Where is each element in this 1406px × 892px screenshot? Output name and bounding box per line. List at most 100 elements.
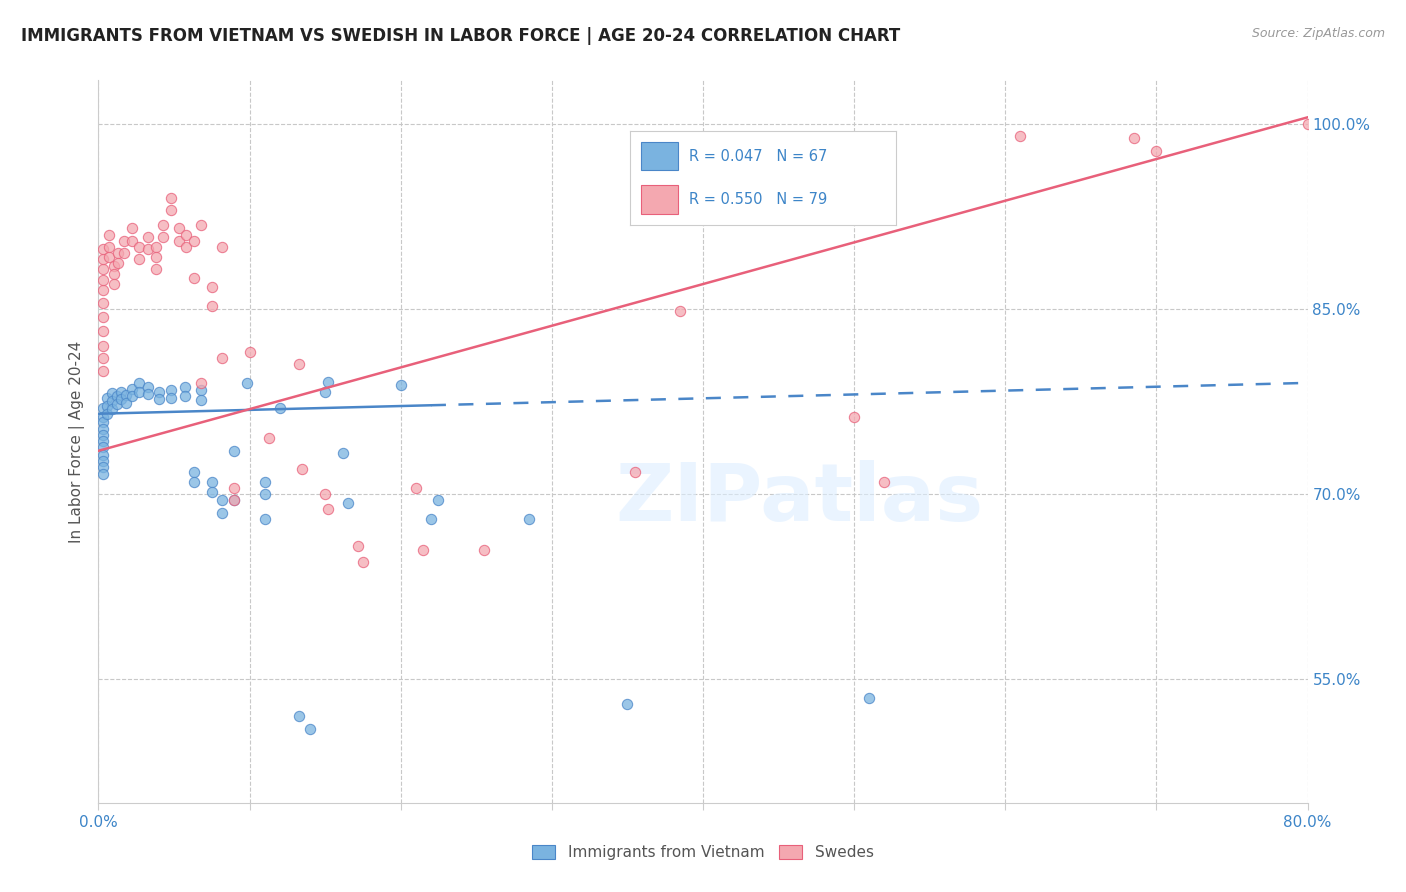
Point (103, 259, 125, 273)
Point (112, 234, 135, 248)
Point (160, 384, 183, 398)
Point (420, 512, 443, 526)
Point (91, 434, 114, 448)
Point (173, 389, 195, 403)
Point (299, 722, 322, 736)
Point (91, 243, 114, 257)
Point (167, 234, 190, 248)
Point (389, 378, 412, 392)
Point (167, 221, 190, 235)
Point (128, 384, 150, 399)
Point (183, 271, 205, 285)
Point (160, 202, 183, 217)
Point (288, 709, 311, 723)
Point (472, 542, 495, 557)
Point (91, 421, 114, 435)
Point (136, 379, 159, 393)
Text: ZIPatlas: ZIPatlas (616, 460, 984, 539)
Point (91, 416, 114, 430)
Point (101, 394, 124, 409)
Point (183, 465, 205, 479)
Point (412, 542, 434, 557)
Point (91, 401, 114, 415)
Point (98, 250, 121, 264)
Point (91, 427, 114, 442)
Point (91, 363, 114, 377)
Point (224, 443, 246, 458)
Point (136, 243, 159, 257)
Point (1144, 144, 1167, 158)
Point (103, 267, 125, 281)
Point (91, 310, 114, 325)
Point (160, 391, 183, 405)
Point (96, 391, 118, 405)
Point (152, 218, 174, 232)
Text: IMMIGRANTS FROM VIETNAM VS SWEDISH IN LABOR FORCE | AGE 20-24 CORRELATION CHART: IMMIGRANTS FROM VIETNAM VS SWEDISH IN LA… (21, 27, 900, 45)
Point (190, 218, 212, 232)
Point (352, 555, 374, 569)
Point (291, 462, 314, 476)
Point (121, 382, 143, 396)
Point (253, 487, 276, 501)
Point (669, 304, 692, 318)
Point (844, 410, 866, 425)
Legend: Immigrants from Vietnam, Swedes: Immigrants from Vietnam, Swedes (533, 845, 873, 860)
Point (91, 283, 114, 297)
Point (1010, 128, 1032, 143)
Point (316, 375, 339, 389)
Point (105, 397, 128, 411)
Point (257, 432, 280, 446)
Point (160, 191, 183, 205)
Point (517, 512, 540, 526)
Point (145, 250, 167, 264)
Point (427, 493, 450, 508)
Point (121, 221, 143, 235)
Point (1122, 131, 1144, 145)
Point (152, 230, 174, 244)
Point (211, 240, 233, 254)
Point (107, 246, 129, 260)
Point (103, 277, 125, 291)
Point (173, 379, 195, 393)
Point (269, 401, 291, 415)
Point (136, 230, 159, 244)
Point (112, 246, 135, 260)
Point (145, 240, 167, 254)
Point (98, 240, 121, 254)
Point (201, 299, 224, 313)
Point (145, 262, 167, 277)
Point (1296, 116, 1319, 130)
Point (190, 393, 212, 408)
Point (121, 389, 143, 403)
Point (174, 240, 197, 254)
Point (253, 475, 276, 489)
Point (332, 446, 354, 460)
Point (101, 385, 124, 400)
Point (121, 234, 143, 248)
Point (224, 481, 246, 495)
Point (91, 459, 114, 474)
Point (91, 252, 114, 267)
Point (114, 388, 136, 402)
Point (288, 357, 311, 371)
Point (211, 351, 233, 366)
Y-axis label: In Labor Force | Age 20-24: In Labor Force | Age 20-24 (69, 341, 84, 542)
Point (183, 234, 205, 248)
Point (190, 384, 212, 398)
Point (91, 448, 114, 462)
Point (91, 295, 114, 310)
Point (314, 384, 336, 399)
Point (128, 252, 150, 267)
Point (148, 384, 170, 399)
Point (105, 389, 128, 403)
Point (107, 256, 129, 270)
Point (336, 496, 359, 510)
Point (253, 512, 276, 526)
Point (91, 262, 114, 277)
Point (873, 475, 896, 489)
Point (211, 493, 233, 508)
Point (101, 401, 124, 416)
Point (224, 493, 246, 508)
Text: Source: ZipAtlas.com: Source: ZipAtlas.com (1251, 27, 1385, 40)
Point (616, 697, 638, 711)
